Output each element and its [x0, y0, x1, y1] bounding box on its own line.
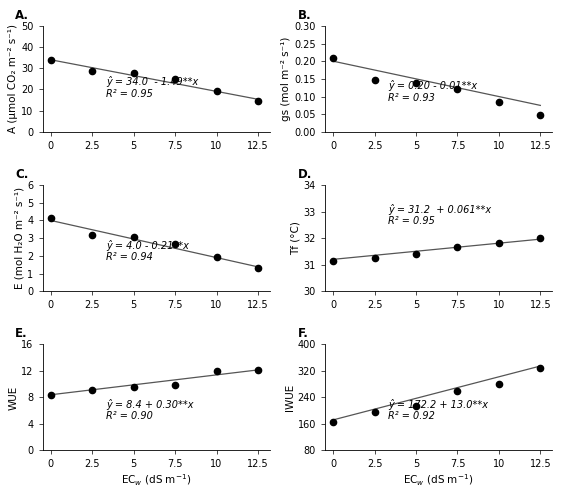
Text: A.: A.	[15, 8, 29, 22]
Text: E.: E.	[15, 327, 28, 340]
Y-axis label: WUE: WUE	[8, 385, 19, 410]
Text: ŷ = 31.2  + 0.061**x
R² = 0.95: ŷ = 31.2 + 0.061**x R² = 0.95	[388, 203, 491, 226]
Text: ŷ = 172.2 + 13.0**x
R² = 0.92: ŷ = 172.2 + 13.0**x R² = 0.92	[388, 399, 489, 422]
Text: ŷ = 0.20 - 0.01**x
R² = 0.93: ŷ = 0.20 - 0.01**x R² = 0.93	[388, 80, 477, 103]
Y-axis label: A (μmol CO₂ m⁻² s⁻¹): A (μmol CO₂ m⁻² s⁻¹)	[8, 24, 19, 133]
Text: B.: B.	[297, 8, 311, 22]
Text: ŷ = 4.0 - 0.21**x
R² = 0.94: ŷ = 4.0 - 0.21**x R² = 0.94	[106, 240, 189, 262]
Y-axis label: E (mol H₂O m⁻² s⁻¹): E (mol H₂O m⁻² s⁻¹)	[15, 187, 25, 289]
X-axis label: EC$_w$ (dS m$^{-1}$): EC$_w$ (dS m$^{-1}$)	[121, 472, 191, 488]
Y-axis label: IWUE: IWUE	[284, 384, 295, 411]
Text: D.: D.	[297, 168, 312, 181]
X-axis label: EC$_w$ (dS m$^{-1}$): EC$_w$ (dS m$^{-1}$)	[403, 472, 473, 488]
Text: ŷ = 34.0  - 1.49**x
R² = 0.95: ŷ = 34.0 - 1.49**x R² = 0.95	[106, 76, 199, 99]
Text: ŷ = 8.4 + 0.30**x
R² = 0.90: ŷ = 8.4 + 0.30**x R² = 0.90	[106, 399, 194, 422]
Text: C.: C.	[15, 168, 29, 181]
Text: F.: F.	[297, 327, 309, 340]
Y-axis label: Tf (°C): Tf (°C)	[291, 221, 301, 255]
Y-axis label: gs (mol m⁻² s⁻¹): gs (mol m⁻² s⁻¹)	[282, 37, 291, 121]
